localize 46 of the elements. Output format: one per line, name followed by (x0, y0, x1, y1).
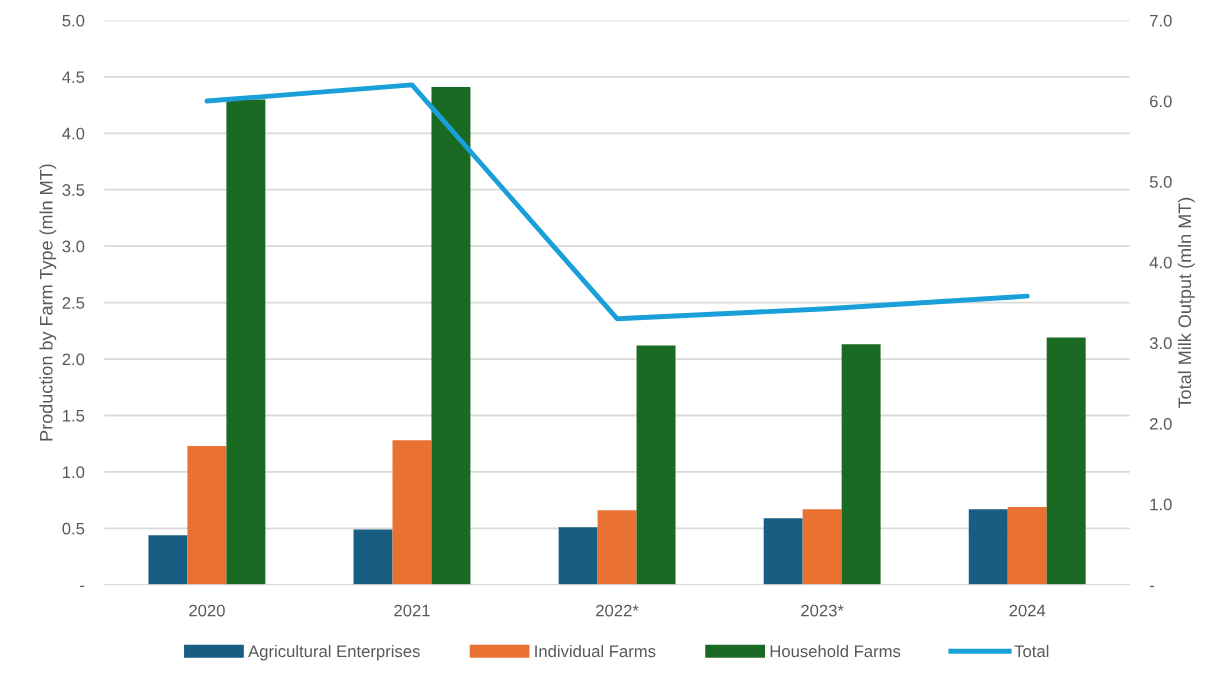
bar (1007, 506, 1047, 585)
bar (841, 344, 881, 585)
legend-label: Individual Farms (535, 644, 656, 658)
y-tick-label: 1.5 (63, 410, 85, 422)
y-tick-label: 2.5 (62, 297, 85, 309)
bar (187, 445, 227, 585)
y-tick-label: 4.5 (62, 71, 85, 84)
bar (968, 509, 1008, 585)
bar (558, 527, 598, 585)
x-tick-label: 2021 (394, 604, 430, 617)
bar (1046, 337, 1086, 585)
y-tick-label: 3.5 (62, 184, 85, 196)
bar (148, 535, 188, 585)
y-tick-label: 3.0 (62, 240, 85, 253)
y-tick-label: 0.5 (62, 522, 85, 535)
bar (392, 440, 432, 585)
y2-tick-label: 4.0 (1149, 256, 1172, 269)
y2-tick-label: - (1149, 585, 1155, 588)
y2-tick-label: 3.0 (1149, 337, 1172, 350)
legend-label: Agricultural Enterprises (248, 644, 420, 661)
bar (636, 345, 676, 585)
bar (226, 99, 266, 585)
y-tick-label: - (80, 585, 85, 588)
x-tick-label: 2023* (801, 604, 844, 617)
bar (597, 510, 637, 585)
x-tick-label: 2020 (189, 604, 225, 617)
bar (353, 529, 393, 585)
y-tick-label: 4.0 (62, 127, 85, 140)
bar (802, 509, 842, 585)
bar (763, 518, 803, 585)
legend-label: Household Farms (770, 644, 901, 658)
y-tick-label: 1.0 (63, 466, 85, 479)
y2-tick-label: 6.0 (1150, 95, 1172, 108)
y2-tick-label: 7.0 (1150, 14, 1172, 27)
y-tick-label: 5.0 (62, 14, 85, 27)
y2-tick-label: 2.0 (1150, 417, 1172, 430)
x-tick-label: 2022* (596, 604, 639, 617)
line-series (204, 82, 1030, 322)
y2-axis-title: Total Milk Output (mln MT) (1177, 197, 1195, 409)
y2-tick-label: 5.0 (1149, 176, 1172, 188)
x-tick-label: 2024 (1009, 604, 1046, 617)
legend-label: Total (1014, 644, 1049, 658)
y2-tick-label: 1.0 (1150, 498, 1172, 511)
y-axis-title: Production by Farm Type (mln MT) (39, 164, 57, 441)
y-tick-label: 2.0 (62, 353, 85, 366)
bar (431, 87, 471, 585)
